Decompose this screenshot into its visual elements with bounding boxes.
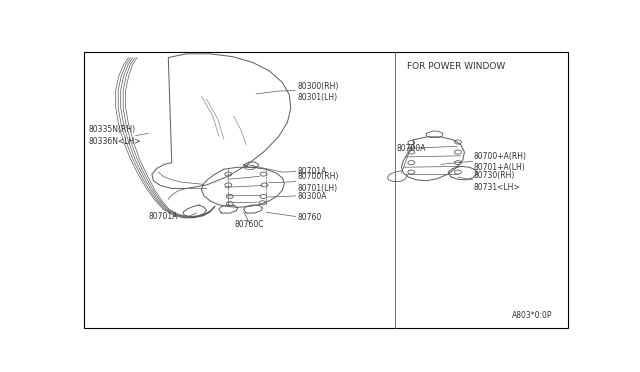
- Text: 80701A: 80701A: [148, 212, 178, 221]
- Text: 80730(RH)
80731<LH>: 80730(RH) 80731<LH>: [474, 171, 520, 192]
- Text: 80300(RH)
80301(LH): 80300(RH) 80301(LH): [297, 81, 339, 102]
- Text: 80760: 80760: [297, 212, 321, 222]
- Text: 80335N(RH)
80336N<LH>: 80335N(RH) 80336N<LH>: [89, 125, 141, 146]
- Text: A803*0:0P: A803*0:0P: [511, 311, 552, 320]
- Text: 80701A: 80701A: [297, 167, 326, 176]
- Text: 80760C: 80760C: [235, 220, 264, 229]
- Text: 80300A: 80300A: [297, 192, 327, 201]
- Text: 80700A: 80700A: [396, 144, 426, 153]
- Text: FOR POWER WINDOW: FOR POWER WINDOW: [408, 62, 506, 71]
- Text: 80700(RH)
80701(LH): 80700(RH) 80701(LH): [297, 172, 339, 193]
- Text: 80700+A(RH)
80701+A(LH): 80700+A(RH) 80701+A(LH): [474, 152, 527, 173]
